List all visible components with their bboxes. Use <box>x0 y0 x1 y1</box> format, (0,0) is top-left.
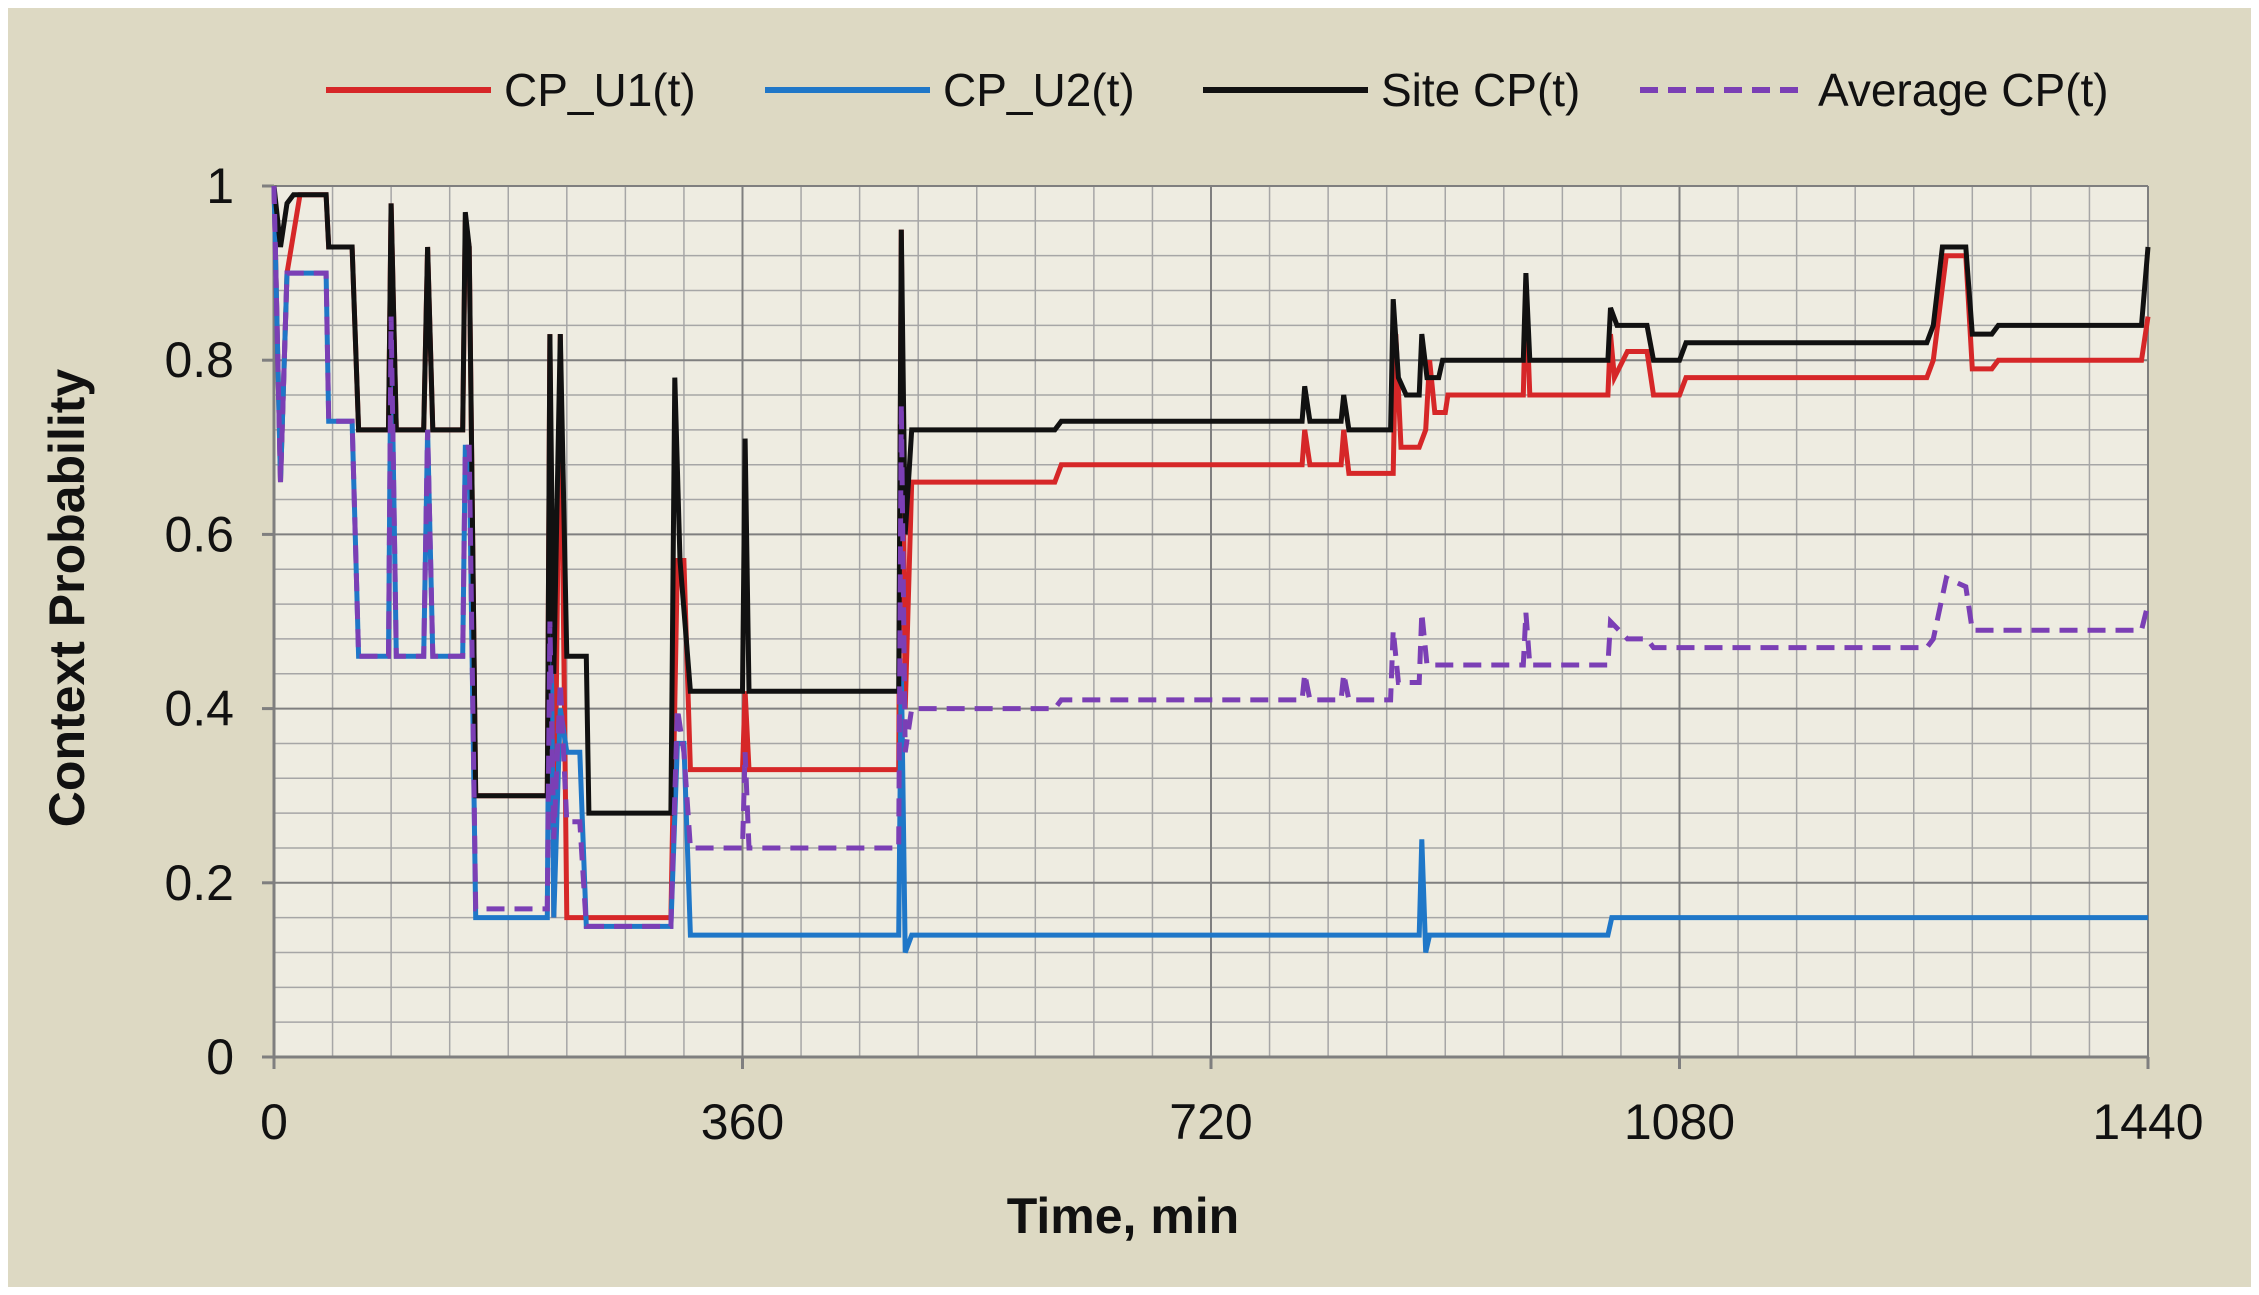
y-tick-label: 0 <box>206 1029 234 1085</box>
y-tick-label: 0.4 <box>164 681 234 737</box>
legend-label-1: CP_U2(t) <box>943 64 1135 116</box>
y-tick-label: 0.6 <box>164 506 234 562</box>
axes <box>262 184 2150 1069</box>
x-tick-label: 1080 <box>1624 1094 1735 1150</box>
legend-label-3: Average CP(t) <box>1818 64 2109 116</box>
chart-frame: 0 360 720 1080 1440 0 0.2 0.4 0.6 0.8 1 CP_U1(t) CP… <box>8 8 2251 1287</box>
series-line-2 <box>271 185 2151 816</box>
legend-label-2: Site CP(t) <box>1381 64 1580 116</box>
x-tick-label: 720 <box>1169 1094 1252 1150</box>
series-line-3 <box>271 185 2151 929</box>
x-tick-label: 1440 <box>2092 1094 2203 1150</box>
legend-label-0: CP_U1(t) <box>504 64 696 116</box>
legend: CP_U1(t) CP_U2(t) Site CP(t) Average CP(t) <box>326 64 2109 116</box>
y-tick-label: 0.8 <box>164 332 234 388</box>
series-lines <box>271 185 2151 954</box>
x-axis-title: Time, min <box>1007 1188 1239 1244</box>
y-axis-title: Context Probability <box>39 369 95 828</box>
x-tick-label: 360 <box>701 1094 784 1150</box>
tick-labels: 0 360 720 1080 1440 0 0.2 0.4 0.6 0.8 1 <box>164 158 2203 1150</box>
y-tick-label: 0.2 <box>164 855 234 911</box>
y-tick-label: 1 <box>206 158 234 214</box>
x-tick-label: 0 <box>260 1094 288 1150</box>
